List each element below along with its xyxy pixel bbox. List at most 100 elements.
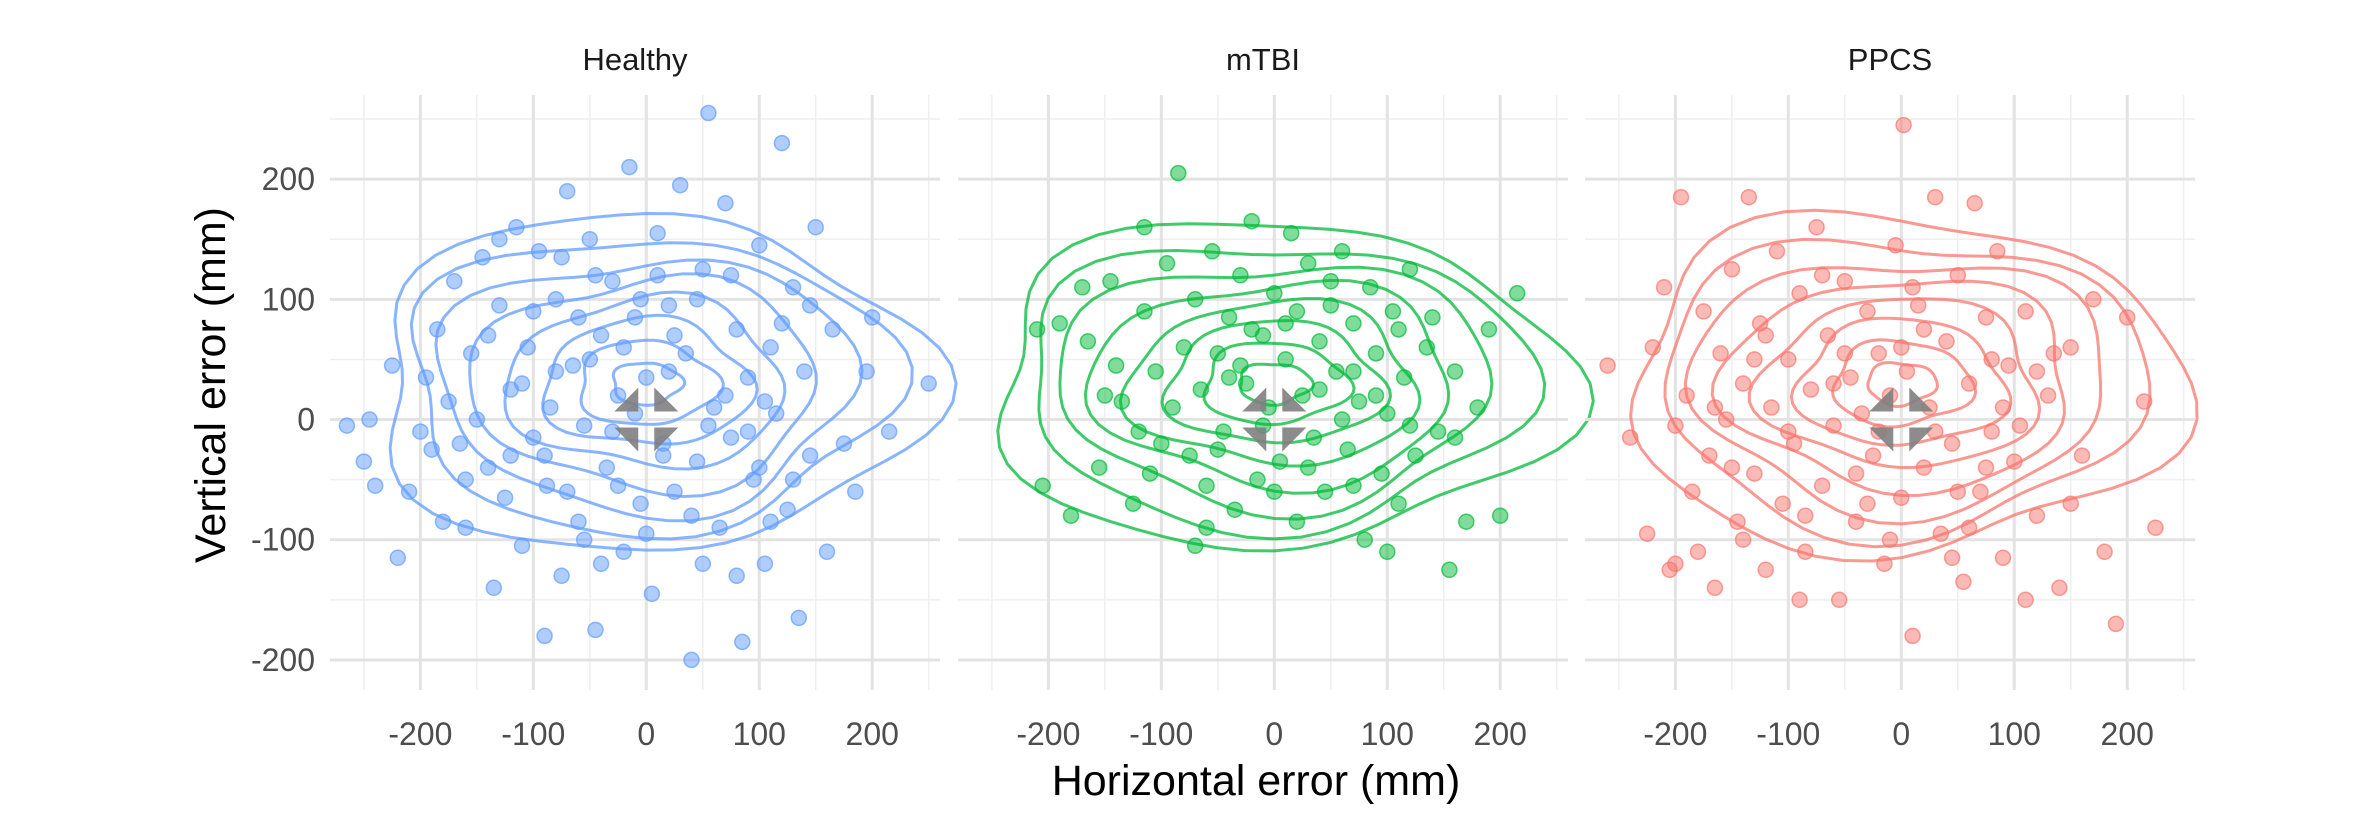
data-point: [818, 543, 836, 561]
data-point: [1895, 116, 1912, 134]
data-point: [1684, 483, 1701, 500]
x-axis-title: Horizontal error (mm): [1052, 757, 1461, 805]
data-point: [801, 447, 819, 464]
data-point: [462, 345, 480, 362]
data-point: [355, 453, 373, 470]
data-point: [1328, 363, 1345, 380]
data-point: [1695, 303, 1712, 320]
density-contour: [996, 222, 1595, 553]
data-point: [1469, 399, 1486, 416]
data-point: [1830, 591, 1848, 609]
x-tick-label: 100: [1988, 716, 2041, 752]
data-point: [762, 513, 779, 530]
facet-panel-mtbi: mTBI -200 -100 0 100 200: [958, 42, 1595, 752]
data-point: [1706, 399, 1724, 416]
data-point: [1763, 399, 1780, 416]
data-point: [2039, 387, 2057, 404]
data-point: [338, 417, 356, 434]
data-point: [773, 134, 791, 152]
data-point: [1311, 381, 1328, 398]
data-point: [2062, 339, 2079, 356]
data-point: [1943, 435, 1961, 452]
data-point: [400, 483, 418, 500]
data-point: [451, 435, 469, 452]
data-point: [739, 423, 757, 440]
data-point: [485, 579, 503, 597]
data-point: [1915, 459, 1933, 476]
data-point: [1621, 429, 1639, 446]
target-wedge: [614, 387, 639, 412]
data-point: [536, 627, 553, 645]
data-point: [694, 555, 712, 573]
data-point: [1740, 188, 1758, 206]
data-point: [1723, 459, 1741, 476]
data-point: [654, 447, 672, 464]
target-wedge: [1242, 427, 1267, 452]
data-point: [1836, 273, 1854, 290]
data-point: [558, 483, 576, 500]
data-point: [1299, 255, 1317, 272]
data-point: [1198, 519, 1215, 536]
data-point: [1367, 345, 1385, 362]
data-point: [801, 297, 819, 314]
data-point: [1102, 273, 1119, 290]
data-point: [666, 327, 683, 344]
data-point: [688, 453, 706, 470]
data-point: [722, 267, 740, 284]
data-point: [1774, 495, 1791, 512]
data-point: [1424, 309, 1441, 326]
data-point: [1859, 303, 1876, 320]
target-marker-icon: [1869, 387, 1934, 452]
data-point: [1175, 339, 1193, 356]
target-wedge: [1282, 427, 1307, 452]
data-point: [1446, 363, 1464, 380]
data-point: [1345, 315, 1362, 332]
data-point: [1746, 351, 1763, 368]
density-contour: [1037, 248, 1547, 541]
data-point: [474, 249, 491, 266]
data-point: [1170, 164, 1187, 182]
data-point: [1186, 537, 1204, 555]
data-point: [1367, 387, 1385, 404]
data-point: [361, 411, 378, 428]
data-point: [1859, 495, 1876, 512]
data-point: [417, 369, 435, 386]
data-point: [1028, 321, 1046, 338]
data-point: [592, 327, 610, 344]
data-point: [1390, 495, 1407, 512]
data-point: [688, 291, 706, 308]
data-point: [700, 104, 717, 122]
data-point: [751, 237, 768, 254]
data-point: [1288, 303, 1306, 320]
x-tick-label: -200: [1643, 716, 1707, 752]
data-point: [2006, 453, 2023, 470]
data-point: [666, 483, 683, 500]
density-contour: [468, 272, 818, 499]
x-tick-label: -100: [1756, 716, 1820, 752]
data-point: [389, 549, 407, 567]
data-point: [1074, 279, 1091, 296]
data-point: [1966, 194, 1983, 212]
data-point: [1209, 345, 1227, 362]
data-point: [429, 321, 446, 338]
data-point: [1915, 321, 1933, 338]
data-point: [1209, 441, 1227, 458]
data-point: [632, 291, 649, 308]
data-point: [1458, 513, 1475, 530]
data-point: [587, 621, 604, 639]
x-tick-label: -100: [1129, 716, 1193, 752]
data-point: [558, 182, 576, 200]
data-point: [683, 507, 700, 524]
data-point: [547, 363, 565, 380]
density-contour: [1160, 319, 1393, 445]
data-point: [575, 417, 593, 434]
data-point: [1876, 555, 1893, 573]
facet-panels: Healthy -200 -100 0 100 200 mTBI -200 -100 0 100 20…: [251, 42, 2199, 752]
data-point: [1181, 447, 1198, 464]
data-point: [638, 525, 655, 542]
data-point: [2107, 615, 2125, 633]
y-tick-label: 100: [262, 281, 315, 317]
data-point: [1124, 495, 1142, 512]
data-point: [1825, 417, 1842, 434]
